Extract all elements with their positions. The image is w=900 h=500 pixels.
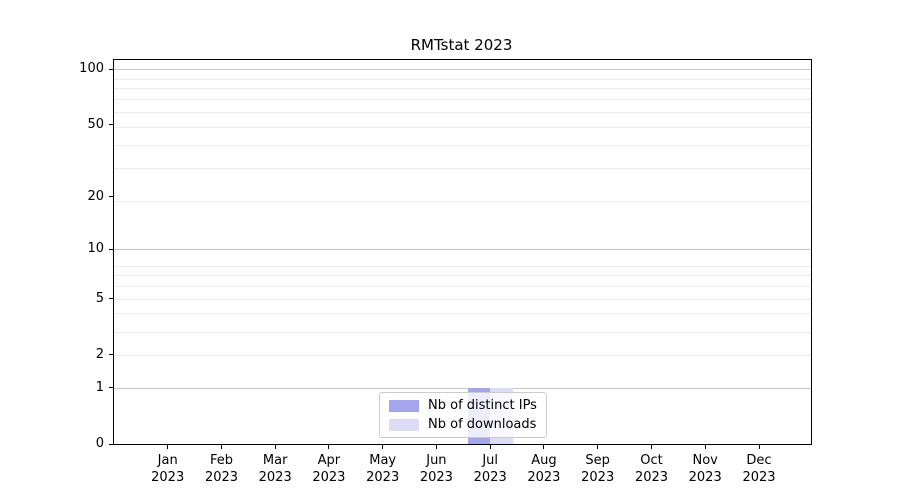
legend-label-distinct-ips: Nb of distinct IPs xyxy=(428,398,537,413)
x-axis-tick-label: Aug 2023 xyxy=(527,453,561,485)
y-axis-tick xyxy=(109,124,113,126)
minor-gridline xyxy=(114,200,811,202)
major-gridline xyxy=(114,387,811,389)
x-axis-tick xyxy=(435,445,437,449)
minor-gridline xyxy=(114,265,811,267)
y-axis-tick-label: 100 xyxy=(79,61,104,77)
major-gridline xyxy=(114,69,811,71)
y-axis-tick xyxy=(109,354,113,356)
y-axis-tick xyxy=(109,196,113,198)
major-gridline xyxy=(114,249,811,251)
y-axis-tick-label: 50 xyxy=(87,116,104,132)
x-axis-tick xyxy=(274,445,276,449)
minor-gridline xyxy=(114,286,811,288)
y-axis-tick xyxy=(109,298,113,300)
minor-gridline xyxy=(114,88,811,90)
legend-item-downloads: Nb of downloads xyxy=(389,417,537,432)
x-axis-tick-label: Jan 2023 xyxy=(151,453,185,485)
x-axis-tick-label: Sep 2023 xyxy=(581,453,615,485)
chart-title: RMTstat 2023 xyxy=(410,36,513,54)
x-axis-tick xyxy=(704,445,706,449)
minor-gridline xyxy=(114,111,811,113)
x-axis-tick-label: Mar 2023 xyxy=(258,453,292,485)
x-axis-tick-label: Nov 2023 xyxy=(688,453,722,485)
x-axis-tick xyxy=(651,445,652,449)
x-axis-tick-label: Oct 2023 xyxy=(634,453,669,485)
y-axis-tick-label: 2 xyxy=(95,346,104,362)
x-axis-tick-label: Jul 2023 xyxy=(473,453,507,485)
plot-area: Nb of distinct IPs Nb of downloads 0 1 2 5 1… xyxy=(79,59,812,485)
y-axis-tick-label: 20 xyxy=(87,188,104,204)
x-axis-tick xyxy=(167,445,169,449)
minor-gridline xyxy=(114,275,811,277)
x-axis-tick-label: Jun 2023 xyxy=(419,453,453,485)
minor-gridline xyxy=(114,78,811,80)
minor-gridline xyxy=(114,99,811,101)
x-axis-tick-label: Feb 2023 xyxy=(204,453,239,485)
x-axis-tick xyxy=(758,445,760,449)
y-axis-tick xyxy=(109,248,113,250)
minor-gridline xyxy=(114,144,811,146)
y-axis-tick-label: 1 xyxy=(95,379,104,395)
y-axis-tick xyxy=(109,387,113,389)
minor-gridline xyxy=(114,313,811,315)
legend-label-downloads: Nb of downloads xyxy=(428,417,537,432)
y-axis-tick xyxy=(109,443,113,445)
legend-swatch-downloads xyxy=(389,418,419,431)
minor-gridline xyxy=(114,354,811,356)
minor-gridline xyxy=(114,167,811,169)
x-axis-tick xyxy=(382,445,384,449)
x-axis-tick-label: Dec 2023 xyxy=(742,453,776,485)
y-axis-tick xyxy=(109,68,113,70)
minor-gridline xyxy=(114,298,811,300)
y-axis-tick-label: 5 xyxy=(95,290,104,306)
x-axis-tick-label: Apr 2023 xyxy=(312,453,346,485)
x-axis-tick-label: May 2023 xyxy=(366,453,400,485)
legend-item-distinct-ips: Nb of distinct IPs xyxy=(389,398,537,413)
y-axis-tick-label: 0 xyxy=(95,436,104,451)
x-axis-tick xyxy=(543,445,545,449)
y-axis-tick-label: 10 xyxy=(87,241,104,257)
legend: Nb of distinct IPs Nb of downloads xyxy=(379,392,547,438)
minor-gridline xyxy=(114,126,811,128)
x-axis-tick xyxy=(328,445,330,449)
legend-swatch-distinct-ips xyxy=(389,399,419,412)
minor-gridline xyxy=(114,331,811,333)
x-axis-tick xyxy=(597,445,599,449)
x-axis-tick xyxy=(489,445,491,449)
x-axis-tick xyxy=(221,445,222,449)
